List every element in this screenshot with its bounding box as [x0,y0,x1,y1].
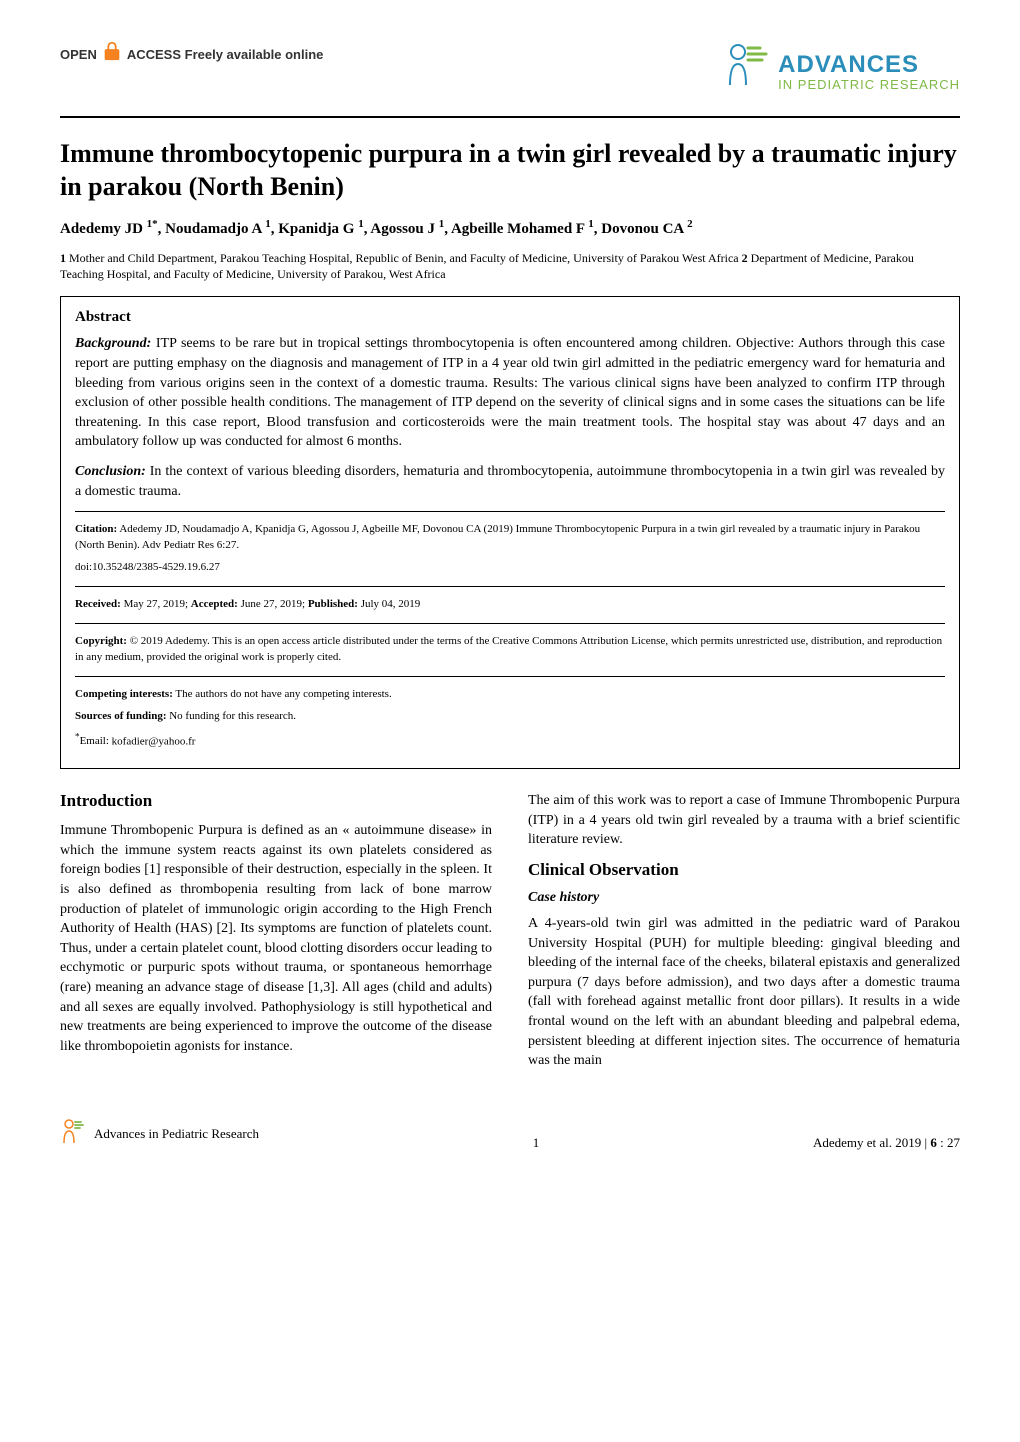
competing-line: Competing interests: The authors do not … [75,687,945,703]
journal-name-bottom: IN PEDIATRIC RESEARCH [778,78,960,92]
copyright-label: Copyright: [75,635,127,647]
open-access-badge: OPEN ACCESS Freely available online [60,40,323,68]
affiliation-1: Mother and Child Department, Parakou Tea… [69,251,739,265]
affiliations: 1 Mother and Child Department, Parakou T… [60,250,960,282]
footer-citation: Adedemy et al. 2019 | 6 : 27 [813,1135,960,1151]
citation-text: Adedemy JD, Noudamadjo A, Kpanidja G, Ag… [75,523,920,551]
abstract-rule-1 [75,511,945,512]
background-label: Background: [75,336,151,351]
citation-line: Citation: Adedemy JD, Noudamadjo A, Kpan… [75,522,945,554]
received-value: May 27, 2019; [121,598,191,610]
introduction-heading: Introduction [60,791,492,811]
clinical-observation-heading: Clinical Observation [528,860,960,880]
accepted-label: Accepted: [191,598,238,610]
email-text: kofadier@yahoo.fr [109,735,196,747]
journal-logo: ADVANCES IN PEDIATRIC RESEARCH [722,40,960,104]
abstract-rule-2 [75,586,945,587]
footer-person-icon [60,1117,84,1151]
introduction-continued: The aim of this work was to report a cas… [528,791,960,850]
lock-open-icon [101,40,123,68]
copyright-text: © 2019 Adedemy. This is an open access a… [75,635,942,663]
abstract-heading: Abstract [75,309,945,326]
left-column: Introduction Immune Thrombopenic Purpura… [60,791,492,1081]
background-text: ITP seems to be rare but in tropical set… [75,336,945,449]
dates-line: Received: May 27, 2019; Accepted: June 2… [75,597,945,613]
abstract-conclusion: Conclusion: In the context of various bl… [75,462,945,501]
doi-line: doi:10.35248/2385-4529.19.6.27 [75,560,945,576]
case-history-paragraph: A 4-years-old twin girl was admitted in … [528,914,960,1071]
footer-page-number: 1 [533,1135,540,1151]
email-label: *Email: [75,735,109,747]
published-value: July 04, 2019 [358,598,420,610]
competing-label: Competing interests: [75,688,173,700]
footer-issue: : 27 [937,1135,960,1150]
introduction-paragraph: Immune Thrombopenic Purpura is defined a… [60,821,492,1056]
person-icon [722,40,772,104]
conclusion-label: Conclusion: [75,464,146,479]
email-line: *Email: kofadier@yahoo.fr [75,731,945,751]
author-list: Adedemy JD 1*, Noudamadjo A 1, Kpanidja … [60,217,960,240]
received-label: Received: [75,598,121,610]
footer-right-prefix: Adedemy et al. 2019 | [813,1135,930,1150]
abstract-rule-3 [75,623,945,624]
case-history-heading: Case history [528,890,960,906]
open-access-left: OPEN [60,47,97,62]
right-column: The aim of this work was to report a cas… [528,791,960,1081]
abstract-background: Background: ITP seems to be rare but in … [75,334,945,452]
open-access-right: ACCESS Freely available online [127,47,324,62]
accepted-value: June 27, 2019; [238,598,308,610]
abstract-box: Abstract Background: ITP seems to be rar… [60,296,960,769]
citation-label: Citation: [75,523,117,535]
funding-label: Sources of funding: [75,710,166,722]
footer-journal: Advances in Pediatric Research [94,1126,259,1142]
funding-text: No funding for this research. [166,710,296,722]
copyright-line: Copyright: © 2019 Adedemy. This is an op… [75,634,945,666]
funding-line: Sources of funding: No funding for this … [75,709,945,725]
page-footer: Advances in Pediatric Research 1 Adedemy… [60,1105,960,1151]
conclusion-text: In the context of various bleeding disor… [75,464,945,499]
published-label: Published: [308,598,358,610]
article-title: Immune thrombocytopenic purpura in a twi… [60,138,960,203]
competing-text: The authors do not have any competing in… [173,688,392,700]
abstract-rule-4 [75,676,945,677]
journal-name-top: ADVANCES [778,52,960,78]
header-rule [60,116,960,118]
